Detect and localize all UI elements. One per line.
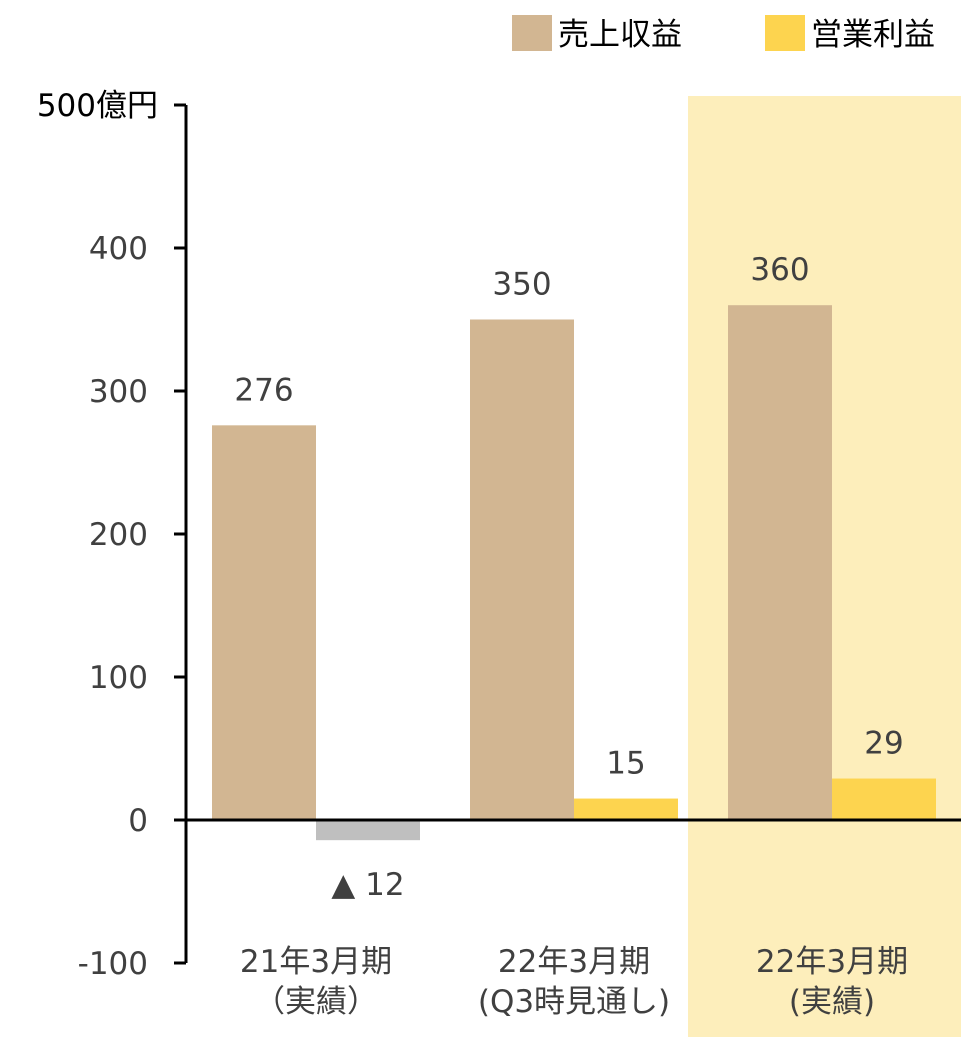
y-unit-label: 500億円: [37, 88, 158, 124]
bar-profit-2: [832, 778, 936, 820]
legend-swatch-0: [512, 15, 552, 51]
data-label-revenue-0: 276: [234, 372, 293, 408]
bar-revenue-1: [470, 319, 574, 820]
y-tick-label-2: 100: [89, 660, 148, 696]
category-label-0-line2: （実績）: [254, 984, 378, 1020]
y-tick-label-4: 300: [89, 374, 148, 410]
category-label-1-line1: 22年3月期: [498, 944, 650, 980]
category-label-2-line1: 22年3月期: [756, 944, 908, 980]
category-label-2-line2: (実績): [789, 984, 875, 1020]
data-label-profit-1: 15: [606, 746, 645, 782]
category-label-1-line2: (Q3時見通し): [478, 984, 670, 1020]
data-label-profit-2: 29: [864, 726, 903, 762]
y-tick-label-5: 400: [89, 231, 148, 267]
bar-profit-0: [316, 820, 420, 841]
bar-revenue-2: [728, 305, 832, 820]
bar-revenue-0: [212, 425, 316, 820]
legend-label-0: 売上収益: [558, 17, 682, 53]
category-label-0-line1: 21年3月期: [240, 944, 392, 980]
y-tick-label-3: 200: [89, 517, 148, 553]
bar-profit-1: [574, 798, 678, 820]
data-label-profit-0: ▲ 12: [331, 867, 404, 903]
y-tick-label-0: -100: [78, 946, 148, 982]
y-tick-label-1: 0: [128, 803, 148, 839]
data-label-revenue-1: 350: [492, 267, 551, 303]
data-label-revenue-2: 360: [750, 252, 809, 288]
legend-swatch-1: [765, 15, 805, 51]
legend-label-1: 営業利益: [811, 17, 935, 53]
